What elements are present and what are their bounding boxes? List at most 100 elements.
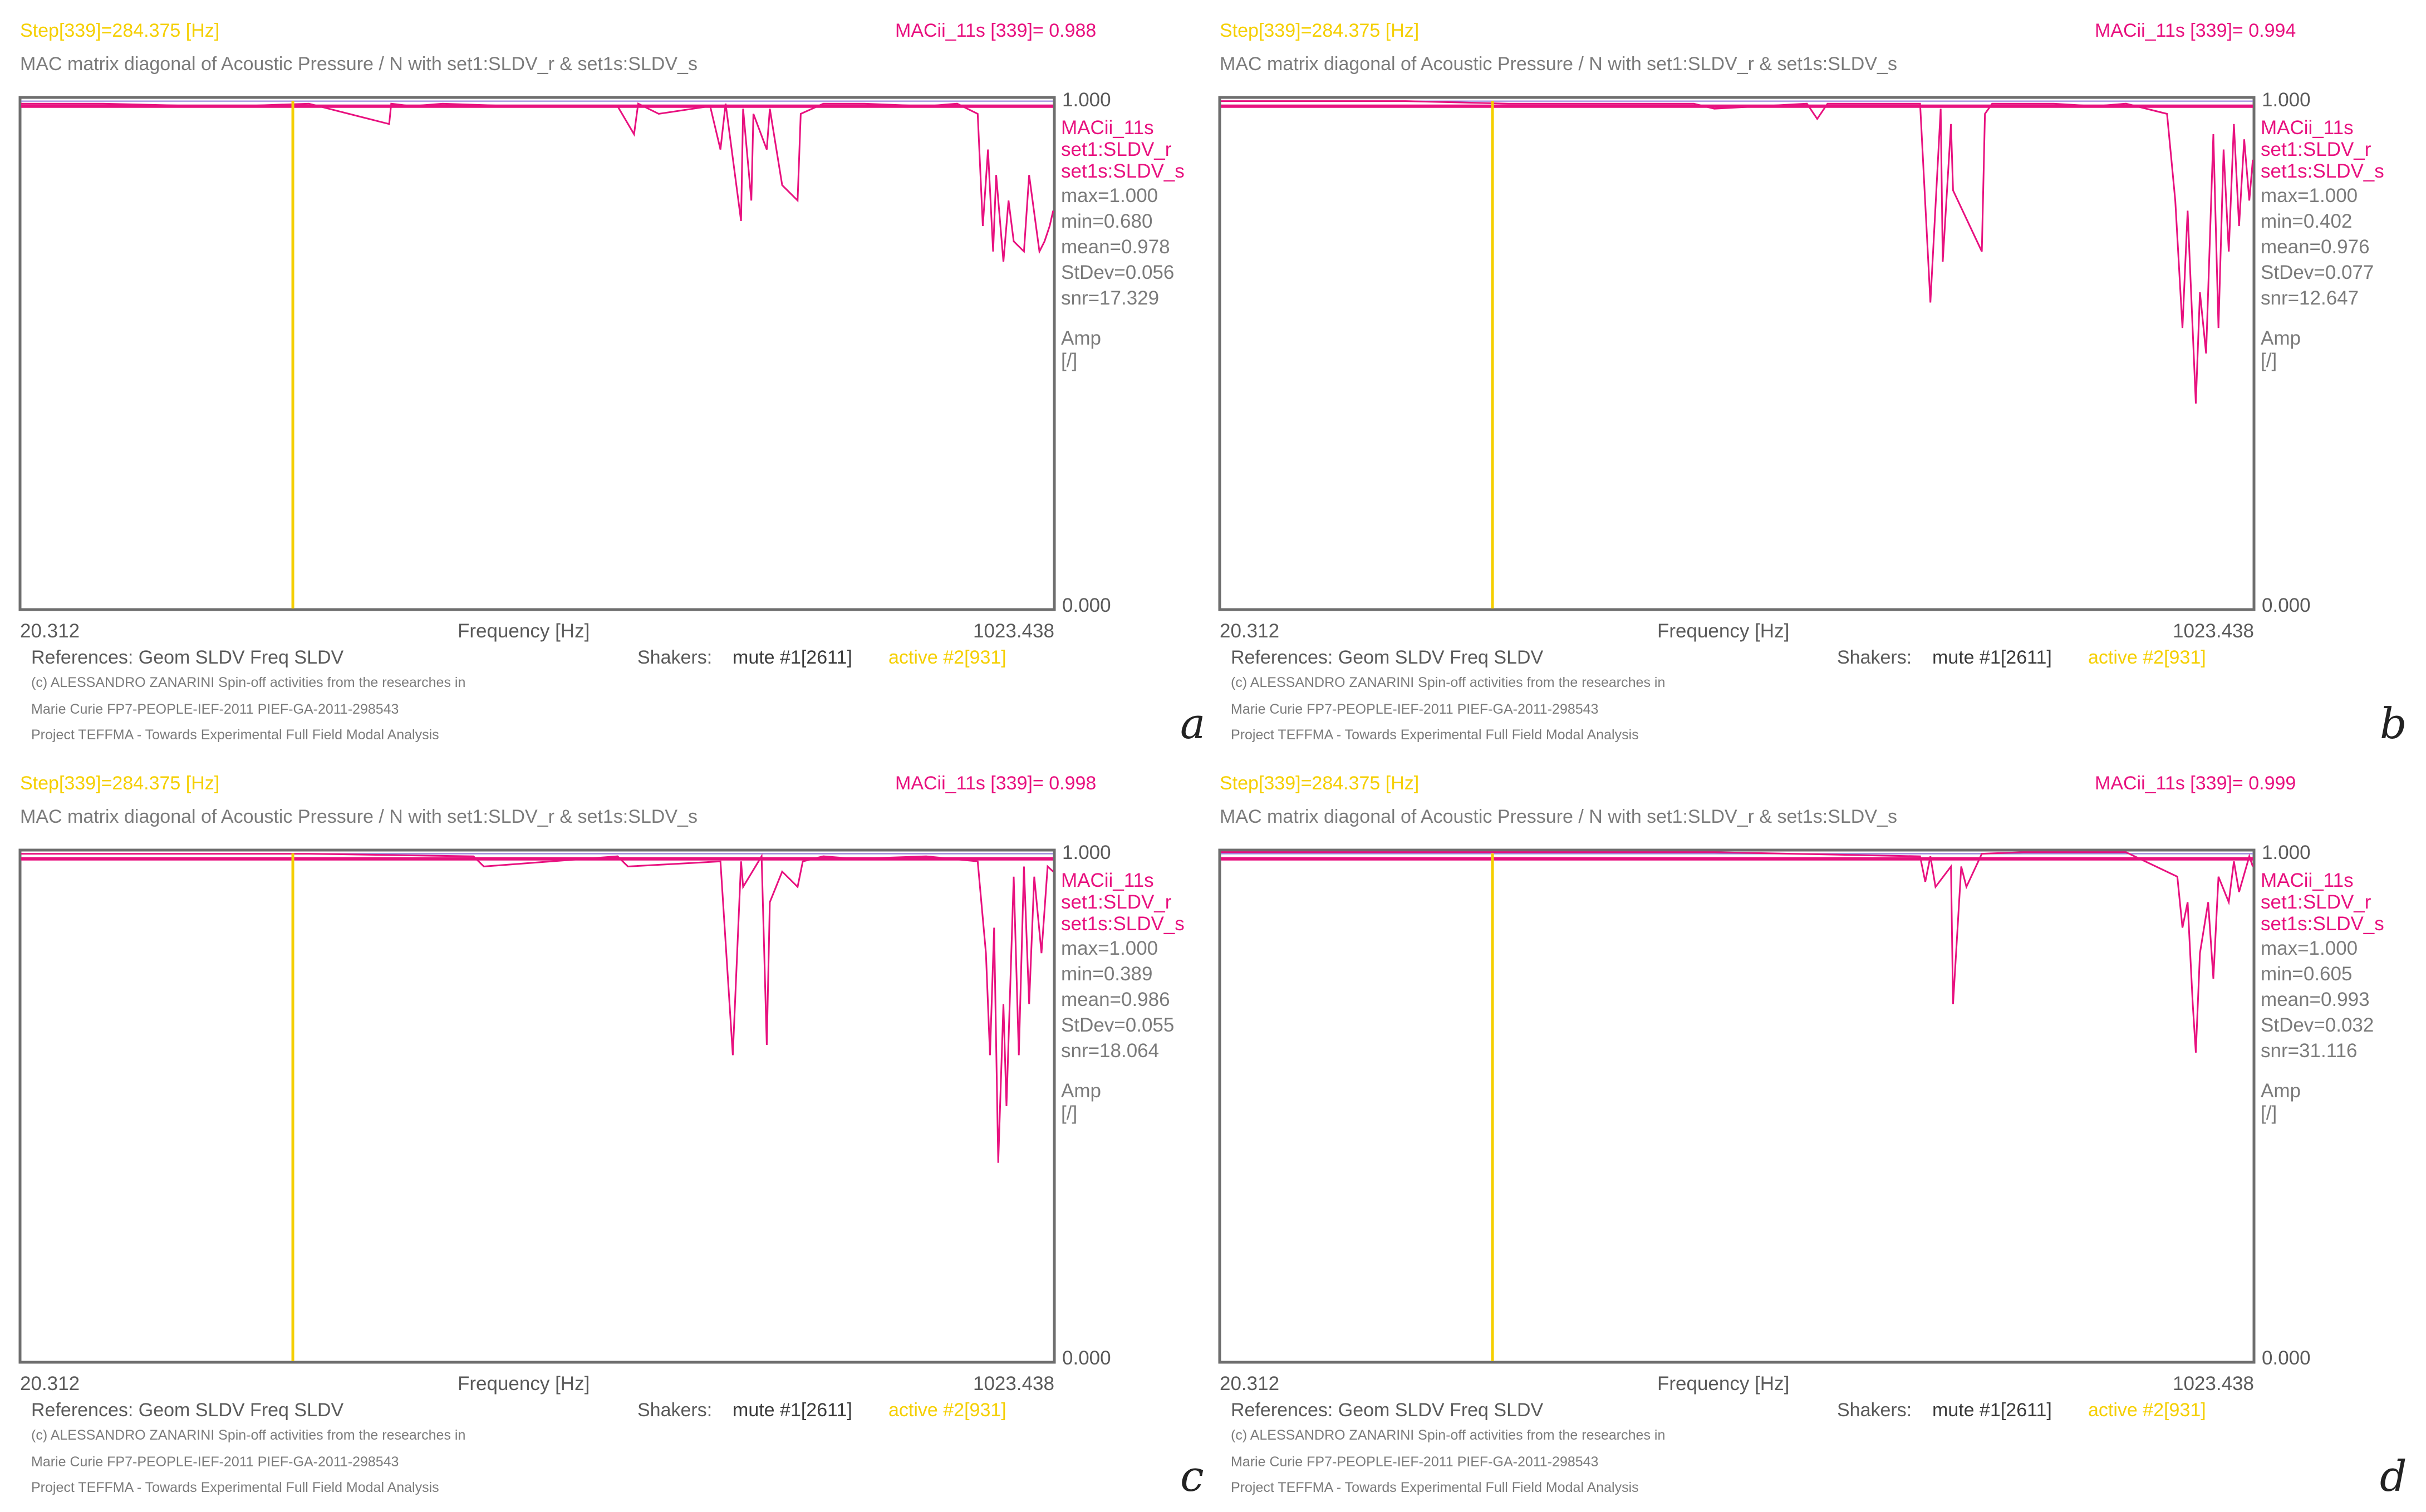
stat-mean: mean=0.978 bbox=[1061, 236, 1170, 258]
panel-letter: d bbox=[2380, 1451, 2407, 1501]
chart-subtitle: MAC matrix diagonal of Acoustic Pressure… bbox=[20, 806, 698, 827]
stat-min: min=0.389 bbox=[1061, 963, 1153, 985]
unit-label-bracket: [/] bbox=[2261, 350, 2277, 371]
mac-chart-panel-d: Step[339]=284.375 [Hz] MACii_11s [339]= … bbox=[1200, 753, 2408, 1504]
x-min-label: 20.312 bbox=[1220, 1373, 1280, 1395]
shakers-label: Shakers: bbox=[637, 1400, 713, 1421]
credit-line-2: Marie Curie FP7-PEOPLE-IEF-2011 PIEF-GA-… bbox=[31, 1454, 399, 1470]
credit-line-2: Marie Curie FP7-PEOPLE-IEF-2011 PIEF-GA-… bbox=[1231, 701, 1599, 717]
x-min-label: 20.312 bbox=[20, 1373, 80, 1395]
references-label: References: Geom SLDV Freq SLDV bbox=[31, 647, 344, 668]
chart-subtitle: MAC matrix diagonal of Acoustic Pressure… bbox=[20, 53, 698, 75]
stat-stdev: StDev=0.056 bbox=[1061, 262, 1175, 283]
stat-stdev: StDev=0.032 bbox=[2261, 1014, 2374, 1036]
mac-series-line-b bbox=[1221, 100, 2254, 404]
credit-line-1: (c) ALESSANDRO ZANARINI Spin-off activit… bbox=[31, 675, 466, 690]
x-min-label: 20.312 bbox=[1220, 620, 1280, 642]
shakers-label: Shakers: bbox=[1837, 1400, 1912, 1421]
legend-set1: set1:SLDV_r bbox=[2261, 139, 2371, 160]
references-label: References: Geom SLDV Freq SLDV bbox=[31, 1400, 344, 1421]
unit-label-bracket: [/] bbox=[1061, 1102, 1078, 1124]
stat-mean: mean=0.976 bbox=[2261, 236, 2370, 258]
credit-line-2: Marie Curie FP7-PEOPLE-IEF-2011 PIEF-GA-… bbox=[1231, 1454, 1599, 1470]
credit-line-1: (c) ALESSANDRO ZANARINI Spin-off activit… bbox=[1231, 675, 1666, 690]
mute-shaker: mute #1[2611] bbox=[1932, 647, 2052, 668]
stat-min: min=0.402 bbox=[2261, 210, 2353, 232]
stat-min: min=0.605 bbox=[2261, 963, 2353, 985]
step-readout: Step[339]=284.375 [Hz] bbox=[20, 20, 220, 41]
legend-set1: set1:SLDV_r bbox=[1061, 891, 1172, 913]
active-shaker: active #2[931] bbox=[2088, 647, 2206, 668]
legend-set1s: set1s:SLDV_s bbox=[2261, 913, 2384, 935]
plot-frame bbox=[1218, 848, 2256, 1364]
shakers-label: Shakers: bbox=[637, 647, 713, 668]
plot-frame bbox=[1218, 96, 2256, 611]
step-readout: Step[339]=284.375 [Hz] bbox=[20, 773, 220, 794]
mac-series-line-c bbox=[21, 853, 1054, 1163]
stat-stdev: StDev=0.077 bbox=[2261, 262, 2374, 283]
chart-plot bbox=[18, 848, 1056, 1364]
stat-mean: mean=0.993 bbox=[2261, 989, 2370, 1010]
plot-frame bbox=[18, 848, 1056, 1364]
shakers-label: Shakers: bbox=[1837, 647, 1912, 668]
credit-line-3: Project TEFFMA - Towards Experimental Fu… bbox=[31, 1480, 439, 1495]
credit-line-1: (c) ALESSANDRO ZANARINI Spin-off activit… bbox=[31, 1427, 466, 1443]
stat-snr: snr=18.064 bbox=[1061, 1040, 1160, 1062]
mac-series-line-a bbox=[21, 102, 1054, 262]
legend-set1: set1:SLDV_r bbox=[2261, 891, 2371, 913]
y-max-label: 1.000 bbox=[2262, 842, 2311, 863]
active-shaker: active #2[931] bbox=[888, 1400, 1006, 1421]
y-min-label: 0.000 bbox=[1062, 595, 1111, 616]
mac-series-line-d bbox=[1221, 851, 2254, 1053]
mute-shaker: mute #1[2611] bbox=[733, 647, 852, 668]
x-axis-label: Frequency [Hz] bbox=[458, 620, 590, 642]
active-shaker: active #2[931] bbox=[2088, 1400, 2206, 1421]
legend-series-name: MACii_11s bbox=[2261, 870, 2354, 891]
x-max-label: 1023.438 bbox=[2173, 620, 2254, 642]
stat-snr: snr=31.116 bbox=[2261, 1040, 2358, 1062]
unit-label: Amp bbox=[2261, 1080, 2301, 1102]
legend-series-name: MACii_11s bbox=[1061, 117, 1154, 139]
unit-label: Amp bbox=[2261, 327, 2301, 349]
stat-max: max=1.000 bbox=[1061, 937, 1158, 959]
mac-readout: MACii_11s [339]= 0.998 bbox=[895, 773, 1097, 794]
y-min-label: 0.000 bbox=[1062, 1347, 1111, 1369]
mac-readout: MACii_11s [339]= 0.994 bbox=[2095, 20, 2296, 41]
credit-line-1: (c) ALESSANDRO ZANARINI Spin-off activit… bbox=[1231, 1427, 1666, 1443]
unit-label: Amp bbox=[1061, 327, 1101, 349]
legend-set1: set1:SLDV_r bbox=[1061, 139, 1172, 160]
x-axis-label: Frequency [Hz] bbox=[1657, 620, 1790, 642]
step-readout: Step[339]=284.375 [Hz] bbox=[1220, 20, 1420, 41]
stat-max: max=1.000 bbox=[1061, 185, 1158, 207]
plot-frame bbox=[18, 96, 1056, 611]
y-max-label: 1.000 bbox=[2262, 89, 2311, 111]
y-max-label: 1.000 bbox=[1062, 842, 1111, 863]
unit-label-bracket: [/] bbox=[1061, 350, 1078, 371]
mac-chart-panel-b: Step[339]=284.375 [Hz] MACii_11s [339]= … bbox=[1200, 0, 2408, 752]
legend-set1s: set1s:SLDV_s bbox=[1061, 160, 1185, 182]
x-axis-label: Frequency [Hz] bbox=[1657, 1373, 1790, 1395]
panel-letter: c bbox=[1180, 1451, 1204, 1501]
stat-stdev: StDev=0.055 bbox=[1061, 1014, 1175, 1036]
mac-readout: MACii_11s [339]= 0.999 bbox=[2095, 773, 2296, 794]
legend-series-name: MACii_11s bbox=[2261, 117, 2354, 139]
chart-plot bbox=[18, 96, 1056, 611]
credit-line-3: Project TEFFMA - Towards Experimental Fu… bbox=[1231, 727, 1639, 743]
references-label: References: Geom SLDV Freq SLDV bbox=[1231, 647, 1544, 668]
mute-shaker: mute #1[2611] bbox=[1932, 1400, 2052, 1421]
step-readout: Step[339]=284.375 [Hz] bbox=[1220, 773, 1420, 794]
chart-plot bbox=[1218, 848, 2256, 1364]
mac-chart-panel-c: Step[339]=284.375 [Hz] MACii_11s [339]= … bbox=[0, 753, 1208, 1504]
stat-max: max=1.000 bbox=[2261, 185, 2358, 207]
mute-shaker: mute #1[2611] bbox=[733, 1400, 852, 1421]
panel-letter: b bbox=[2380, 699, 2407, 748]
x-max-label: 1023.438 bbox=[973, 620, 1054, 642]
panel-letter: a bbox=[1180, 699, 1206, 748]
stat-snr: snr=17.329 bbox=[1061, 287, 1160, 309]
mac-readout: MACii_11s [339]= 0.988 bbox=[895, 20, 1097, 41]
chart-plot bbox=[1218, 96, 2256, 611]
y-max-label: 1.000 bbox=[1062, 89, 1111, 111]
credit-line-3: Project TEFFMA - Towards Experimental Fu… bbox=[31, 727, 439, 743]
x-axis-label: Frequency [Hz] bbox=[458, 1373, 590, 1395]
y-min-label: 0.000 bbox=[2262, 1347, 2311, 1369]
